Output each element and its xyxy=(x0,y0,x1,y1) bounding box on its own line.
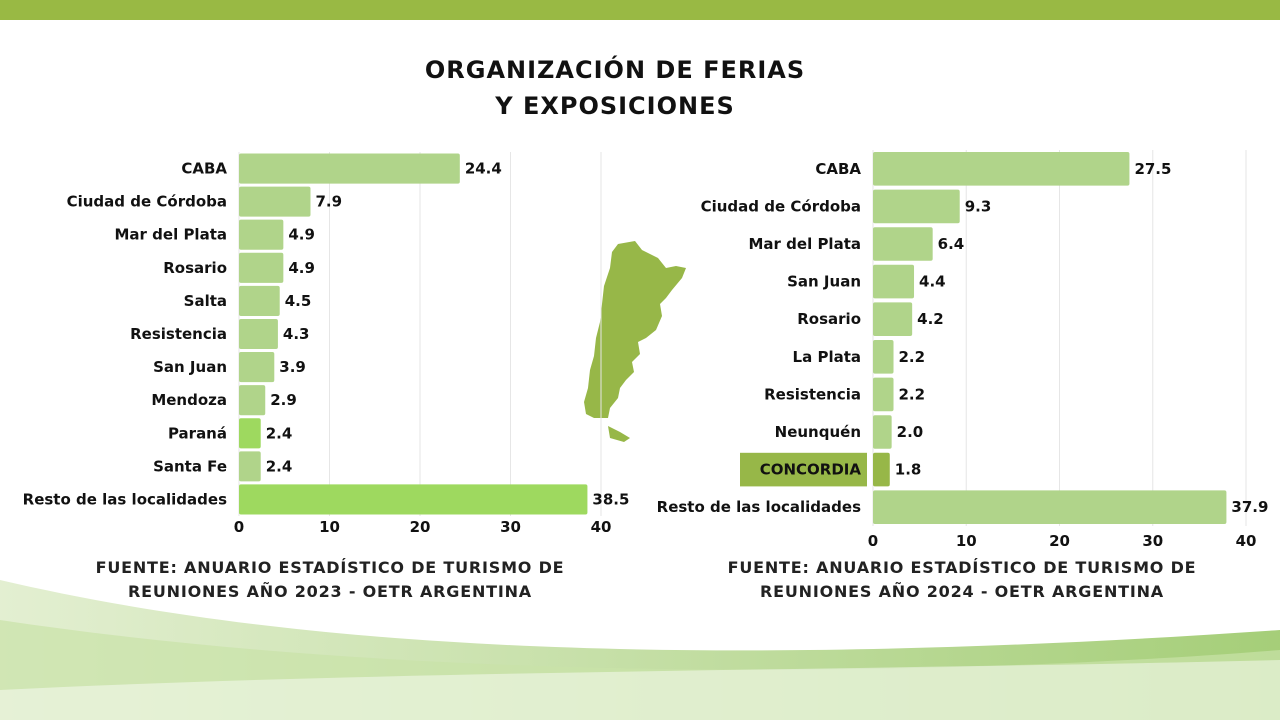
source-2024-line-1: FUENTE: ANUARIO ESTADÍSTICO DE TURISMO D… xyxy=(727,558,1197,577)
bar xyxy=(239,186,311,217)
x-tick-label: 0 xyxy=(234,518,244,536)
x-tick-label: 40 xyxy=(1236,532,1257,550)
category-label: Mendoza xyxy=(151,391,227,409)
data-label: 6.4 xyxy=(938,235,965,253)
x-tick-label: 20 xyxy=(410,518,431,536)
data-label: 4.9 xyxy=(288,259,315,277)
category-label: Rosario xyxy=(163,259,227,277)
data-label: 37.9 xyxy=(1231,498,1268,516)
page-title: ORGANIZACIÓN DE FERIAS Y EXPOSICIONES xyxy=(0,52,1230,124)
category-label: Ciudad de Córdoba xyxy=(701,197,861,215)
data-label: 24.4 xyxy=(465,160,502,178)
title-line-2: Y EXPOSICIONES xyxy=(495,92,735,120)
data-label: 38.5 xyxy=(592,490,629,508)
category-label: Mar del Plata xyxy=(115,226,228,244)
data-label: 27.5 xyxy=(1134,160,1171,178)
data-label: 2.9 xyxy=(270,391,297,409)
bar xyxy=(873,490,1227,524)
category-label: San Juan xyxy=(153,358,227,376)
category-label: Rosario xyxy=(797,310,861,328)
bar xyxy=(239,285,280,316)
x-tick-label: 30 xyxy=(500,518,521,536)
data-label: 2.2 xyxy=(899,385,926,403)
category-label: San Juan xyxy=(787,273,861,291)
x-tick-label: 40 xyxy=(591,518,612,536)
category-label: Resto de las localidades xyxy=(657,498,861,516)
bar xyxy=(239,385,266,416)
data-label: 4.9 xyxy=(288,226,315,244)
category-label: CONCORDIA xyxy=(760,461,862,479)
highlight-label-background xyxy=(740,452,867,487)
category-label: La Plata xyxy=(793,348,861,366)
category-label: CABA xyxy=(815,160,861,178)
data-label: 4.2 xyxy=(917,310,944,328)
category-label: Mar del Plata xyxy=(749,235,862,253)
x-tick-label: 0 xyxy=(868,532,878,550)
source-2024: FUENTE: ANUARIO ESTADÍSTICO DE TURISMO D… xyxy=(702,556,1222,604)
data-label: 2.0 xyxy=(897,423,924,441)
category-label: Resistencia xyxy=(764,385,861,403)
category-label: Neunquén xyxy=(775,423,861,441)
x-tick-label: 30 xyxy=(1142,532,1163,550)
data-label: 7.9 xyxy=(315,193,342,211)
category-label: Salta xyxy=(184,292,227,310)
bar xyxy=(873,340,894,374)
chart-2023: 0 10 20 30 40 CABA 24.4 Ciudad de Córdoba 7.9 Mar… xyxy=(23,152,629,536)
data-label: 2.2 xyxy=(899,348,926,366)
bar xyxy=(873,377,894,412)
bar xyxy=(239,451,261,482)
bar xyxy=(239,418,261,449)
source-2023: FUENTE: ANUARIO ESTADÍSTICO DE TURISMO D… xyxy=(70,556,590,604)
bar xyxy=(239,352,275,383)
background-wave xyxy=(0,580,1280,720)
x-tick-label: 20 xyxy=(1049,532,1070,550)
argentina-map-icon xyxy=(584,241,686,442)
category-label: Resistencia xyxy=(130,325,227,343)
data-label: 4.5 xyxy=(285,292,312,310)
data-label: 3.9 xyxy=(279,358,306,376)
bar xyxy=(873,302,913,336)
bar xyxy=(873,264,915,299)
bar xyxy=(239,219,284,250)
bar xyxy=(873,227,933,261)
category-label: Ciudad de Córdoba xyxy=(67,193,227,211)
category-label: CABA xyxy=(181,160,227,178)
source-2023-line-1: FUENTE: ANUARIO ESTADÍSTICO DE TURISMO D… xyxy=(95,558,565,577)
bar xyxy=(239,252,284,283)
data-label: 4.4 xyxy=(919,273,946,291)
data-label: 2.4 xyxy=(266,424,293,442)
source-2023-line-2: REUNIONES AÑO 2023 - OETR ARGENTINA xyxy=(128,582,532,601)
category-label: Santa Fe xyxy=(153,457,227,475)
bar xyxy=(239,484,588,515)
data-label: 4.3 xyxy=(283,325,310,343)
category-label: Resto de las localidades xyxy=(23,490,227,508)
x-tick-label: 10 xyxy=(956,532,977,550)
source-2024-line-2: REUNIONES AÑO 2024 - OETR ARGENTINA xyxy=(760,582,1164,601)
x-tick-label: 10 xyxy=(319,518,340,536)
bar xyxy=(873,415,892,449)
title-line-1: ORGANIZACIÓN DE FERIAS xyxy=(424,56,806,84)
bar xyxy=(873,452,890,487)
data-label: 1.8 xyxy=(895,461,922,479)
bar xyxy=(239,318,278,350)
category-label: Paraná xyxy=(168,424,227,442)
chart-2024: 0 10 20 30 40 CABA 27.5 Ciudad de Córdoba 9.3 Mar… xyxy=(657,150,1268,550)
bar xyxy=(873,189,960,224)
bar xyxy=(239,153,460,184)
top-band xyxy=(0,0,1280,20)
data-label: 2.4 xyxy=(266,457,293,475)
data-label: 9.3 xyxy=(965,197,992,215)
bar xyxy=(873,152,1130,186)
